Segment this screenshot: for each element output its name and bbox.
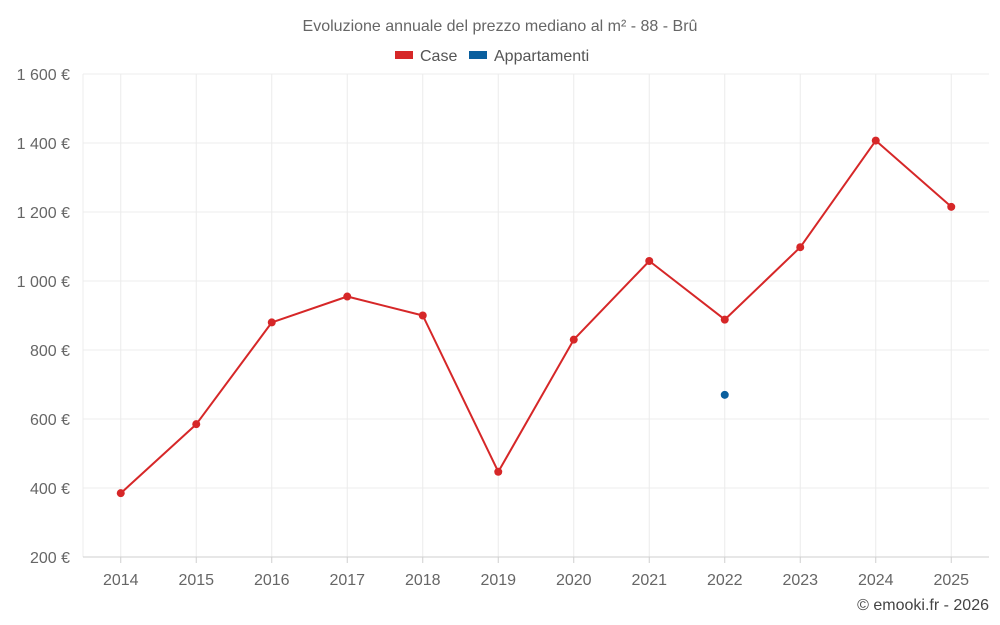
y-tick-label: 1 600 € xyxy=(17,67,70,84)
x-tick-label: 2023 xyxy=(782,572,818,589)
x-tick-label: 2019 xyxy=(480,572,516,589)
series-layer xyxy=(116,136,956,498)
data-point-case[interactable] xyxy=(569,335,578,344)
data-point-case[interactable] xyxy=(796,243,805,252)
data-point-case[interactable] xyxy=(494,467,503,476)
x-tick-label: 2015 xyxy=(178,572,214,589)
y-axis: 200 € 400 € 600 € 800 € 1 000 € 1 200 € 1 400 … xyxy=(17,67,70,567)
legend-label-case: Case xyxy=(420,48,457,65)
x-tick-label: 2020 xyxy=(556,572,592,589)
legend-item-appartamenti[interactable]: Appartamenti xyxy=(469,48,589,65)
legend-swatch-appartamenti xyxy=(469,51,487,59)
x-tick-label: 2021 xyxy=(631,572,667,589)
y-tick-label: 800 € xyxy=(30,343,70,360)
chart-title: Evoluzione annuale del prezzo mediano al… xyxy=(303,18,698,35)
data-point-case[interactable] xyxy=(116,489,125,498)
y-tick-label: 200 € xyxy=(30,550,70,567)
data-point-case[interactable] xyxy=(720,315,729,324)
series-line-case xyxy=(120,139,952,494)
legend-label-appartamenti: Appartamenti xyxy=(494,48,589,65)
y-tick-label: 1 400 € xyxy=(17,136,70,153)
x-tick-label: 2016 xyxy=(254,572,290,589)
x-tick-label: 2014 xyxy=(103,572,139,589)
legend-item-case[interactable]: Case xyxy=(395,48,457,65)
x-tick-label: 2022 xyxy=(707,572,743,589)
y-tick-label: 1 200 € xyxy=(17,205,70,222)
credit-text: © emooki.fr - 2026 xyxy=(857,597,989,614)
data-point-case[interactable] xyxy=(418,311,427,320)
data-point-case[interactable] xyxy=(343,292,352,301)
x-tick-label: 2017 xyxy=(329,572,365,589)
y-tick-label: 600 € xyxy=(30,412,70,429)
data-point-case[interactable] xyxy=(192,420,201,429)
data-point-case[interactable] xyxy=(871,136,880,145)
legend[interactable]: Case Appartamenti xyxy=(395,48,589,65)
legend-swatch-case xyxy=(395,51,413,59)
x-tick-label: 2025 xyxy=(933,572,969,589)
x-tick-label: 2018 xyxy=(405,572,441,589)
y-tick-label: 1 000 € xyxy=(17,274,70,291)
data-point-case[interactable] xyxy=(645,256,654,265)
data-point-case[interactable] xyxy=(267,318,276,327)
gridlines xyxy=(82,73,989,558)
x-tick-label: 2024 xyxy=(858,572,894,589)
data-point-case[interactable] xyxy=(947,202,956,211)
x-axis: 2014 2015 2016 2017 2018 2019 2020 2021 2022 2023… xyxy=(83,556,989,589)
data-point-appartamenti[interactable] xyxy=(720,390,729,399)
y-tick-label: 400 € xyxy=(30,481,70,498)
